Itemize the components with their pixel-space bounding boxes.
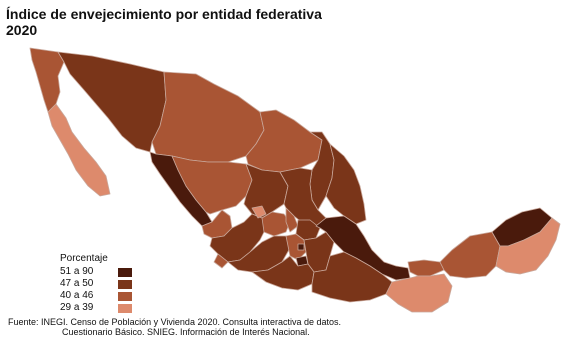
legend-item-label: 51 a 90: [60, 266, 94, 277]
legend-item: 47 a 50: [60, 278, 132, 290]
legend-swatch: [118, 279, 132, 289]
state-baja-california: [29, 47, 65, 113]
legend-swatch: [118, 303, 132, 313]
map-title-line2: 2020: [6, 22, 38, 38]
source-line2: Cuestionario Básico. SNIEG. Información …: [62, 327, 310, 337]
legend-item: 40 a 46: [60, 290, 132, 302]
map-legend: Porcentaje 51 a 90 47 a 50 40 a 46 29 a …: [60, 253, 132, 314]
legend-item: 51 a 90: [60, 266, 132, 278]
map-title-line1: Índice de envejecimiento por entidad fed…: [6, 6, 322, 22]
legend-item-label: 29 a 39: [60, 302, 94, 313]
state-mexico: [285, 233, 307, 261]
state-chihuahua: [151, 71, 265, 163]
state-tabasco: [407, 259, 445, 277]
state-ciudad-de-mexico: [297, 243, 305, 251]
state-colima: [213, 253, 229, 269]
state-guerrero: [251, 255, 315, 291]
state-quintana-roo: [495, 217, 561, 275]
source-line1: Fuente: INEGI. Censo de Población y Vivi…: [8, 317, 342, 327]
state-veracruz: [315, 215, 411, 281]
legend-swatch: [118, 267, 132, 277]
state-queretaro: [285, 207, 299, 233]
state-baja-california-sur: [47, 103, 111, 197]
source-note: Fuente: INEGI. Censo de Población y Vivi…: [8, 317, 588, 337]
legend-swatch: [118, 291, 132, 301]
legend-item-label: 40 a 46: [60, 290, 94, 301]
map-title: Índice de envejecimiento por entidad fed…: [6, 6, 322, 38]
state-durango: [171, 155, 253, 215]
state-chiapas: [385, 273, 453, 313]
legend-item: 29 a 39: [60, 302, 132, 314]
state-aguascalientes: [251, 205, 267, 219]
state-sonora: [57, 51, 167, 153]
state-campeche: [439, 231, 501, 279]
legend-item-label: 47 a 50: [60, 278, 94, 289]
legend-title: Porcentaje: [60, 253, 108, 264]
